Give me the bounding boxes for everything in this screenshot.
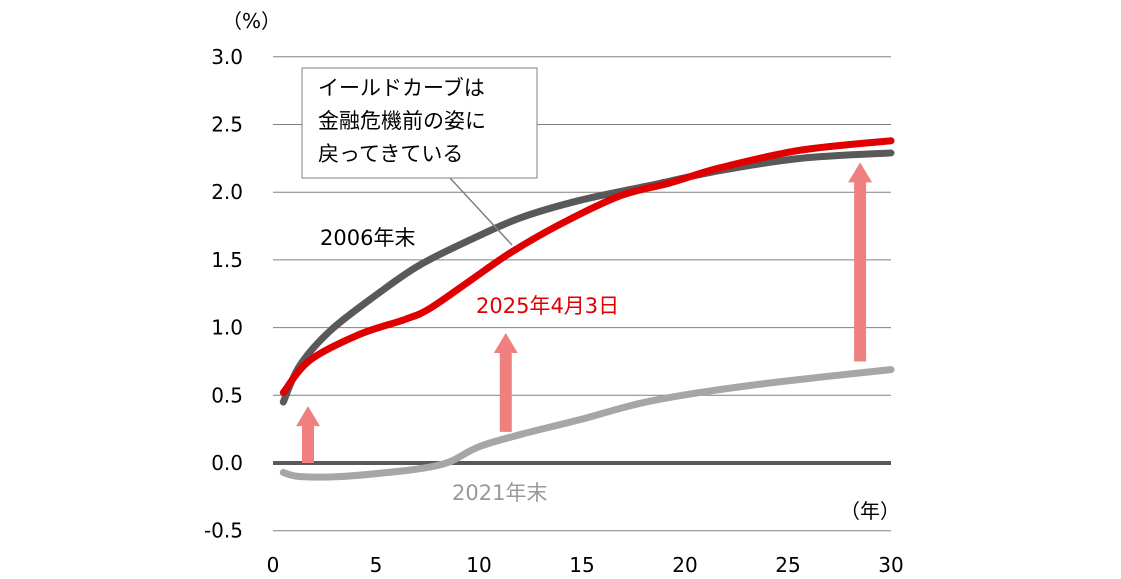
annotation-box	[301, 67, 538, 179]
annotation-line-2: 金融危機前の姿に	[318, 109, 486, 133]
series-label-0: 2006年末	[320, 226, 415, 250]
x-tick-label: 20	[672, 553, 697, 577]
y-tick-label: 2.0	[211, 180, 243, 204]
increase-arrow	[296, 406, 321, 463]
x-tick-label: 30	[878, 553, 903, 577]
x-tick-label: 25	[775, 553, 800, 577]
y-tick-label: 2.5	[211, 113, 243, 137]
y-tick-label: 1.5	[211, 248, 243, 272]
increase-arrow	[493, 333, 518, 432]
series-line-1	[279, 137, 895, 397]
series-line-0	[279, 149, 895, 406]
x-tick-label: 15	[569, 553, 594, 577]
annotation-line-3: 戻ってきている	[318, 142, 463, 166]
y-tick-label: 1.0	[211, 316, 243, 340]
y-axis-unit: （%）	[222, 9, 281, 33]
y-tick-label: -0.5	[204, 519, 243, 543]
y-tick-label: 0.5	[211, 383, 243, 407]
annotation-leader-line	[449, 177, 513, 246]
x-tick-label: 5	[370, 553, 383, 577]
y-tick-label: 3.0	[211, 45, 243, 69]
x-tick-label: 10	[466, 553, 491, 577]
series-label-1: 2025年4月3日	[476, 294, 619, 318]
increase-arrow	[848, 162, 873, 362]
x-tick-label: 0	[267, 553, 280, 577]
x-axis-unit: （年）	[840, 499, 900, 523]
annotation-line-1: イールドカーブは	[318, 76, 485, 100]
series-line-2	[279, 366, 895, 481]
series-label-2: 2021年末	[452, 481, 547, 505]
y-tick-label: 0.0	[211, 451, 243, 475]
